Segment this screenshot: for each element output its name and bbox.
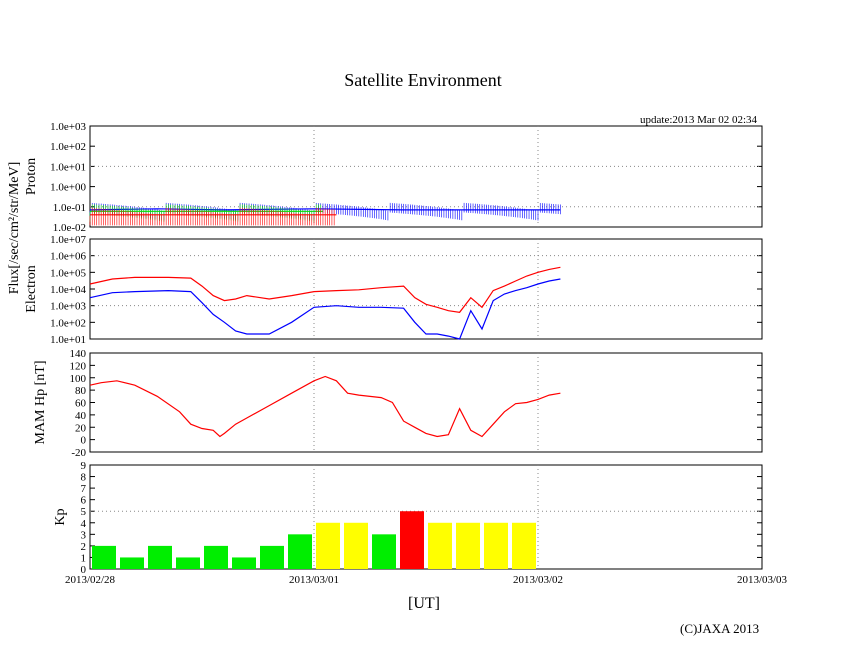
y-tick-label: 100 bbox=[70, 373, 87, 385]
kp-bar bbox=[288, 534, 312, 569]
y-tick-label: 8 bbox=[81, 472, 87, 484]
kp-bar bbox=[204, 545, 228, 569]
panel-frame-1 bbox=[89, 125, 763, 228]
x-tick-label: 2013/03/01 bbox=[289, 574, 339, 586]
x-tick-label: 2013/02/28 bbox=[65, 574, 116, 586]
y-tick-label: 9 bbox=[81, 460, 87, 472]
y-tick-label: 20 bbox=[75, 422, 87, 434]
kp-bar bbox=[92, 545, 116, 569]
x-tick-label: 2013/03/03 bbox=[737, 574, 788, 586]
y-axis-label-kp: Kp bbox=[53, 508, 68, 525]
y-tick-label: -20 bbox=[71, 447, 86, 459]
kp-bar bbox=[260, 545, 284, 569]
panel-frame-2 bbox=[89, 238, 763, 340]
y-tick-label: 1.0e+02 bbox=[50, 317, 86, 329]
kp-bar bbox=[148, 545, 172, 569]
copyright-text: (C)JAXA 2013 bbox=[680, 621, 760, 636]
y-tick-label: 1.0e+03 bbox=[50, 301, 86, 313]
y-tick-label: 1.0e+03 bbox=[50, 121, 86, 133]
y-tick-label: 1 bbox=[81, 552, 87, 564]
y-tick-label: 1.0e-01 bbox=[53, 202, 86, 214]
y-tick-label: 120 bbox=[70, 360, 87, 372]
series-line-electron-red bbox=[89, 266, 561, 313]
update-timestamp: update:2013 Mar 02 02:34 bbox=[640, 114, 758, 126]
y-tick-label: 1.0e+05 bbox=[50, 267, 86, 279]
y-tick-label: 2 bbox=[81, 541, 87, 553]
x-tick-label: 2013/03/02 bbox=[513, 574, 563, 586]
kp-bar bbox=[400, 511, 424, 569]
y-tick-label: 4 bbox=[81, 518, 87, 530]
y-tick-label: 1.0e-02 bbox=[53, 222, 86, 234]
y-tick-label: 0 bbox=[81, 435, 87, 447]
y-tick-label: 0 bbox=[81, 564, 87, 576]
kp-bar bbox=[176, 557, 200, 569]
y-axis-label-3: MAM Hp [nT] bbox=[33, 361, 48, 445]
kp-bar bbox=[372, 534, 396, 569]
y-tick-label: 6 bbox=[81, 495, 87, 507]
y-axis-label-flux: Flux[/sec/cm²/str/MeV] bbox=[7, 162, 22, 295]
y-tick-label: 7 bbox=[81, 483, 87, 495]
y-tick-label: 1.0e+04 bbox=[50, 284, 86, 296]
y-tick-label: 1.0e+01 bbox=[50, 334, 86, 346]
series-line-electron-blue bbox=[89, 278, 561, 340]
chart-title: Satellite Environment bbox=[344, 70, 502, 90]
y-tick-label: 1.0e+07 bbox=[50, 234, 86, 246]
series-line-mam-hp-red bbox=[89, 375, 561, 438]
y-tick-label: 1.0e+01 bbox=[50, 161, 86, 173]
kp-bar bbox=[512, 522, 536, 569]
x-axis-unit: [UT] bbox=[408, 595, 440, 612]
y-tick-label: 5 bbox=[81, 506, 87, 518]
kp-bar bbox=[456, 522, 480, 569]
kp-bar bbox=[428, 522, 452, 569]
y-tick-label: 80 bbox=[75, 385, 87, 397]
y-tick-label: 1.0e+00 bbox=[50, 182, 86, 194]
kp-bar bbox=[484, 522, 508, 569]
y-tick-label: 3 bbox=[81, 529, 87, 541]
y-tick-label: 60 bbox=[75, 398, 87, 410]
panel-frame-3 bbox=[89, 352, 763, 453]
y-tick-label: 40 bbox=[75, 410, 87, 422]
kp-bar bbox=[120, 557, 144, 569]
kp-bar bbox=[316, 522, 340, 569]
y-tick-label: 140 bbox=[70, 348, 87, 360]
y-tick-label: 1.0e+06 bbox=[50, 251, 86, 263]
y-tick-label: 1.0e+02 bbox=[50, 141, 86, 153]
kp-bar bbox=[344, 522, 368, 569]
y-axis-label-1: Proton bbox=[24, 158, 39, 195]
y-axis-label-2: Electron bbox=[24, 265, 39, 312]
kp-bar bbox=[232, 557, 256, 569]
panel-frame-4 bbox=[89, 464, 763, 570]
